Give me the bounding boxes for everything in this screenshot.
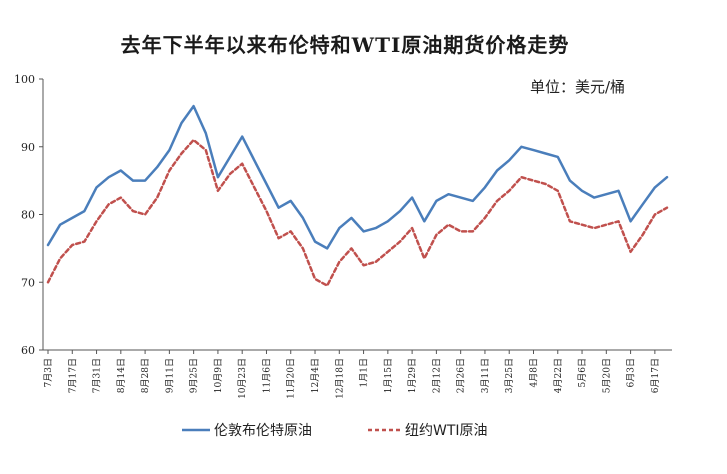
y-tick-label: 80 (21, 209, 35, 222)
x-tick-label: 1月29日 (407, 358, 418, 393)
x-tick-label: 4月22日 (553, 358, 564, 393)
x-tick-label: 7月3日 (43, 358, 54, 387)
x-tick-label: 5月20日 (601, 358, 612, 393)
legend-label-brent: 伦敦布伦特原油 (214, 423, 312, 439)
x-tick-label: 11月20日 (286, 358, 297, 399)
series-line-wti (46, 138, 669, 287)
x-tick-label: 6月17日 (650, 358, 661, 393)
x-tick-label: 2月26日 (456, 358, 467, 393)
y-tick-label: 100 (14, 73, 35, 86)
x-tick-label: 6月3日 (626, 358, 637, 387)
x-tick-label: 3月25日 (504, 358, 515, 393)
x-tick-label: 12月18日 (334, 358, 345, 399)
y-tick-label: 60 (21, 344, 35, 357)
x-tick-label: 9月11日 (164, 358, 175, 393)
x-tick-label: 7月31日 (92, 358, 103, 393)
x-tick-label: 3月11日 (480, 358, 491, 393)
x-tick-label: 8月14日 (116, 358, 127, 393)
chart-title: 去年下半年以来布伦特和WTI原油期货价格走势 (121, 33, 570, 57)
y-tick-label: 70 (21, 276, 35, 289)
legend: 伦敦布伦特原油 纽约WTI原油 (182, 423, 488, 439)
x-tick-label: 10月9日 (213, 358, 224, 393)
x-tick-label: 8月28日 (140, 358, 151, 393)
x-tick-label: 1月1日 (359, 358, 370, 387)
series-line-brent (46, 104, 669, 250)
x-tick-label: 5月6日 (577, 358, 588, 387)
x-tick-label: 9月25日 (189, 358, 200, 393)
x-tick-label: 1月15日 (383, 358, 394, 393)
unit-label: 单位：美元/桶 (530, 78, 625, 96)
x-tick-label: 7月17日 (67, 358, 78, 393)
legend-label-wti: 纽约WTI原油 (405, 423, 488, 439)
x-tick-label: 4月8日 (528, 358, 539, 387)
x-tick-label: 10月23日 (237, 358, 248, 399)
x-tick-label: 2月12日 (431, 358, 442, 393)
y-tick-label: 90 (21, 141, 35, 154)
x-tick-label: 11月6日 (261, 358, 272, 393)
plot-area: 60 70 80 90 100 7月3日 7月17日 7月31日 8月14日 8月28日 9月11日… (14, 73, 672, 399)
x-tick-label: 12月4日 (310, 358, 321, 393)
